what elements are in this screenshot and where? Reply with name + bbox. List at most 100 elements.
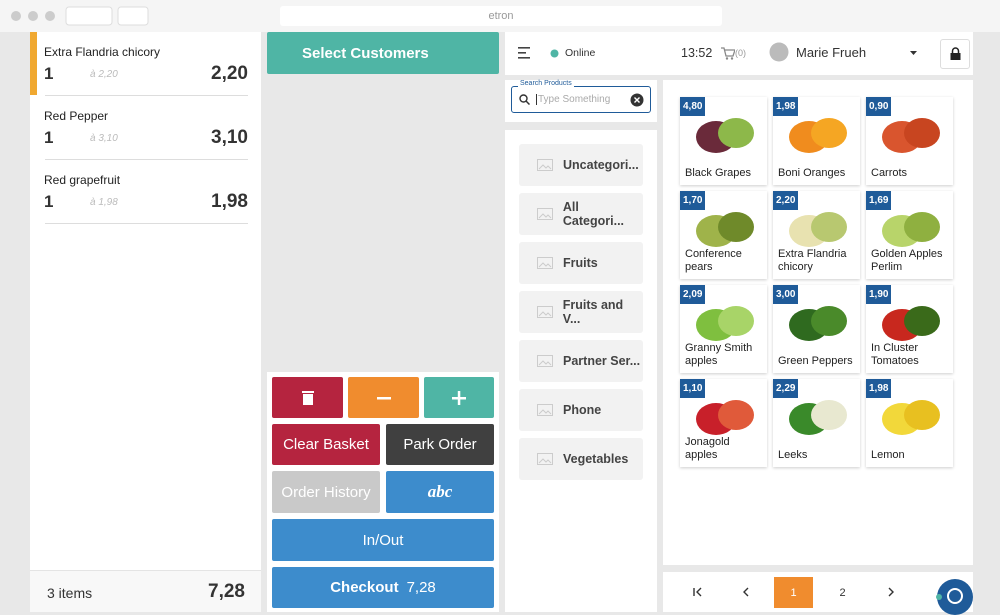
product-card[interactable]: 1,98 Lemon: [866, 379, 953, 467]
minus-button[interactable]: [348, 377, 419, 418]
dropdown-caret[interactable]: [910, 51, 918, 56]
product-image: [696, 118, 754, 153]
product-card[interactable]: 3,00 Green Peppers: [773, 285, 860, 373]
product-image: [696, 400, 754, 435]
keyboard-button[interactable]: abc: [386, 471, 494, 513]
product-card[interactable]: 4,80 Black Grapes: [680, 97, 767, 185]
selected-indicator: [30, 32, 37, 95]
price-badge: 4,80: [680, 97, 706, 116]
category-image: [537, 306, 553, 318]
product-card[interactable]: 2,09 Granny Smith apples: [680, 285, 767, 373]
select-customers-button[interactable]: Select Customers: [267, 32, 499, 74]
checkout-total: 7,28: [406, 579, 436, 596]
category-button[interactable]: Fruits and V...: [519, 291, 643, 333]
minus-icon: [376, 396, 391, 399]
cart-total: 7,28: [208, 581, 245, 602]
plus-button[interactable]: [424, 377, 494, 418]
category-label: Fruits: [563, 256, 598, 270]
price-badge: 1,10: [680, 379, 706, 398]
search-field[interactable]: Search Products Type Something: [511, 80, 651, 113]
top-bar: Online 13:52 (0) Marie Frueh: [505, 32, 973, 75]
product-card[interactable]: 1,69 Golden Apples Perlim: [866, 191, 953, 279]
product-card[interactable]: 2,29 Leeks: [773, 379, 860, 467]
status-dot: [550, 49, 559, 58]
browser-bar: etron: [0, 0, 1000, 32]
price-badge: 1,90: [866, 285, 892, 304]
trash-icon: [301, 390, 314, 405]
first-page[interactable]: [693, 587, 703, 597]
category-button[interactable]: Partner Ser...: [519, 340, 643, 382]
unit-price: à 2,20: [90, 69, 118, 80]
product-name: Conference pears: [685, 248, 742, 273]
product-name: Extra Flandria chicory: [778, 248, 847, 273]
product-card[interactable]: 2,20 Extra Flandria chicory: [773, 191, 860, 279]
cart-line[interactable]: Red Pepper 1 à 3,10 3,10: [30, 96, 261, 160]
category-image: [537, 355, 553, 367]
product-name: Black Grapes: [685, 167, 752, 179]
category-button[interactable]: All Categori...: [519, 193, 643, 235]
category-label: Partner Ser...: [563, 354, 641, 368]
next-page[interactable]: [886, 587, 896, 597]
park-order-button[interactable]: Park Order: [386, 424, 494, 465]
product-name: Extra Flandria chicory: [44, 45, 161, 59]
search-panel: Search Products Type Something: [505, 80, 657, 122]
category-label: Fruits and V...: [562, 298, 624, 326]
product-card[interactable]: 1,10 Jonagold apples: [680, 379, 767, 467]
product-card[interactable]: 1,98 Boni Oranges: [773, 97, 860, 185]
product-name: In Cluster Tomatoes: [871, 342, 919, 367]
order-history-button[interactable]: Order History: [272, 471, 380, 513]
product-image: [882, 306, 940, 341]
checkout-button[interactable]: Checkout 7,28: [272, 567, 494, 608]
category-image: [537, 404, 553, 416]
product-card[interactable]: 1,90 In Cluster Tomatoes: [866, 285, 953, 373]
cart-footer: 3 items 7,28: [30, 570, 261, 612]
product-name: Red Pepper: [44, 109, 109, 123]
cart-line[interactable]: Red grapefruit 1 à 1,98 1,98: [30, 160, 261, 224]
product-card[interactable]: 0,90 Carrots: [866, 97, 953, 185]
clear-basket-button[interactable]: Clear Basket: [272, 424, 380, 465]
avatar: [769, 42, 789, 62]
checkout-label: Checkout: [330, 579, 399, 596]
quantity: 1: [44, 192, 54, 211]
prev-page[interactable]: [742, 587, 752, 597]
category-button[interactable]: Vegetables: [519, 438, 643, 480]
price-badge: 2,09: [680, 285, 706, 304]
product-image: [882, 118, 940, 153]
product-name: Red grapefruit: [44, 173, 121, 187]
status: Online: [565, 47, 596, 59]
product-name: Leeks: [778, 449, 808, 461]
category-label: Phone: [563, 403, 602, 417]
quantity: 1: [44, 64, 54, 83]
cart-icon[interactable]: [721, 47, 735, 60]
cart-line[interactable]: Extra Flandria chicory 1 à 2,20 2,20: [30, 32, 261, 96]
price-badge: 1,98: [773, 97, 799, 116]
category-image: [537, 208, 553, 220]
product-name: Jonagold apples: [685, 436, 730, 461]
lock-icon: [950, 47, 961, 60]
category-button[interactable]: Fruits: [519, 242, 643, 284]
category-button[interactable]: Uncategori...: [519, 144, 643, 186]
delete-button[interactable]: [272, 377, 343, 418]
category-button[interactable]: Phone: [519, 389, 643, 431]
line-total: 3,10: [211, 127, 248, 148]
clear-search-icon[interactable]: [630, 93, 644, 107]
clock: 13:52: [681, 46, 713, 60]
product-name: Golden Apples Perlim: [871, 248, 943, 273]
price-badge: 0,90: [866, 97, 892, 116]
chat-button[interactable]: [936, 578, 973, 615]
category-label: Uncategori...: [563, 158, 639, 172]
cart-panel: Extra Flandria chicory 1 à 2,20 2,20 Red Pep…: [30, 32, 261, 612]
product-name: Green Peppers: [778, 355, 853, 367]
user-name[interactable]: Marie Frueh: [796, 45, 867, 60]
page-button[interactable]: 2: [839, 586, 846, 599]
price-badge: 1,69: [866, 191, 892, 210]
separator: [45, 95, 248, 96]
in-out-button[interactable]: In/Out: [272, 519, 494, 561]
product-image: [882, 212, 940, 247]
product-card[interactable]: 1,70 Conference pears: [680, 191, 767, 279]
url-field[interactable]: etron: [280, 6, 722, 26]
page-button[interactable]: 1: [774, 577, 813, 608]
lock-button[interactable]: [940, 39, 970, 69]
menu-icon[interactable]: [518, 47, 532, 59]
